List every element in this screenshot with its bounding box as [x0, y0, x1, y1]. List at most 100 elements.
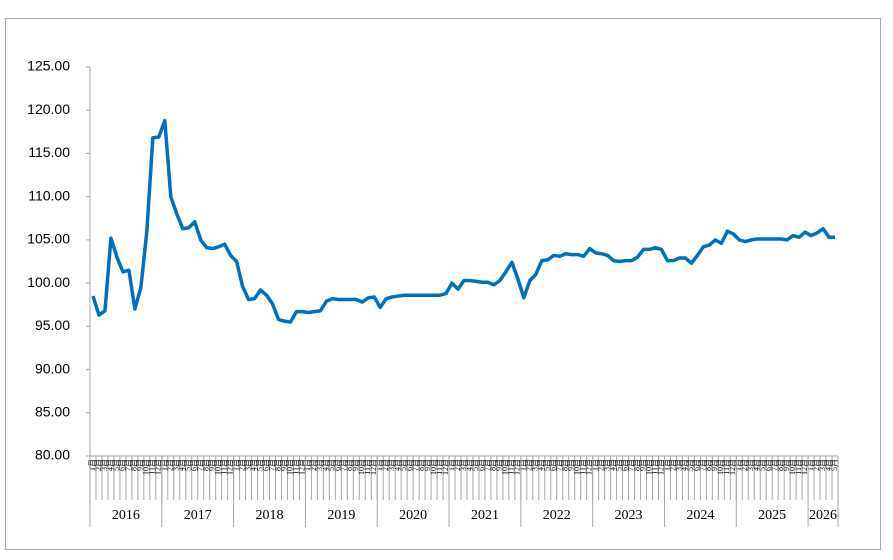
x-tick-label: 2月 — [668, 459, 677, 471]
x-tick-label: 3月 — [387, 459, 396, 471]
x-tick-label: 10月 — [716, 459, 725, 475]
x-tick-label: 7月 — [411, 459, 420, 471]
x-tick-label: 5月 — [543, 459, 552, 471]
x-tick-label: 7月 — [626, 459, 635, 471]
year-label: 2019 — [327, 508, 355, 523]
x-tick-label: 6月 — [190, 459, 199, 471]
x-tick-label: 9月 — [208, 459, 217, 471]
x-tick-label: 10月 — [285, 459, 294, 475]
x-tick-label: 10月 — [357, 459, 366, 475]
x-tick-label: 1月 — [447, 459, 456, 471]
x-tick-label: 11月 — [148, 459, 157, 475]
x-tick-label: 7月 — [339, 459, 348, 471]
x-tick-label: 5月 — [184, 459, 193, 471]
x-tick-label: 12月 — [800, 459, 809, 475]
x-tick-label: 3月 — [459, 459, 468, 471]
x-tick-label: 4月 — [608, 459, 617, 471]
x-tick-label: 9月 — [638, 459, 647, 471]
x-tick-label: 4月 — [178, 459, 187, 471]
x-tick-label: 8月 — [417, 459, 426, 471]
y-tick-label: 95.00 — [35, 317, 70, 333]
year-label: 2018 — [256, 508, 284, 523]
y-tick-label: 125.00 — [27, 58, 70, 74]
x-tick-label: 11月 — [794, 459, 803, 475]
x-tick-label: 12月 — [513, 459, 522, 475]
x-tick-label: 7月 — [196, 459, 205, 471]
x-tick-label: 6月 — [764, 459, 773, 471]
x-tick-label: 8月 — [130, 459, 139, 471]
x-tick-label: 3月 — [602, 459, 611, 471]
x-tick-label: 3月 — [674, 459, 683, 471]
x-tick-label: 8月 — [345, 459, 354, 471]
x-tick-label: 10月 — [429, 459, 438, 475]
x-tick-label: 8月 — [561, 459, 570, 471]
x-tick-label: 10月 — [142, 459, 151, 475]
x-tick-label: 7月 — [124, 459, 133, 471]
x-tick-label: 7月 — [770, 459, 779, 471]
x-tick-label: 7月 — [698, 459, 707, 471]
x-tick-label: 5月 — [686, 459, 695, 471]
x-tick-label: 2月 — [812, 459, 821, 471]
x-tick-label: 6月 — [549, 459, 558, 471]
x-tick-label: 12月 — [584, 459, 593, 475]
x-tick-label: 2月 — [166, 459, 175, 471]
x-tick-label: 4月 — [465, 459, 474, 471]
x-tick-label: 3月 — [243, 459, 252, 471]
x-tick-label: 12月 — [297, 459, 306, 475]
y-tick-label: 115.00 — [28, 144, 70, 160]
x-tick-label: 11月 — [722, 459, 731, 475]
x-tick-label: 6月 — [118, 459, 127, 471]
x-tick-label: 8月 — [632, 459, 641, 471]
year-label: 2017 — [184, 508, 212, 523]
year-label: 2023 — [615, 508, 643, 523]
x-tick-label: 5月 — [255, 459, 264, 471]
y-tick-label: 90.00 — [35, 360, 70, 376]
x-tick-label: 9月 — [136, 459, 145, 471]
x-tick-label: 9月 — [495, 459, 504, 471]
x-tick-label: 3月 — [100, 459, 109, 471]
x-tick-label: 1月 — [231, 459, 240, 471]
x-tick-label: 6月 — [405, 459, 414, 471]
year-label: 2025 — [758, 508, 786, 523]
x-tick-label: 10月 — [573, 459, 582, 475]
x-tick-label: 6月 — [261, 459, 270, 471]
x-tick-label: 7月 — [483, 459, 492, 471]
x-tick-label: 12月 — [225, 459, 234, 475]
x-tick-label: 4月 — [824, 459, 833, 471]
x-tick-label: 3月 — [172, 459, 181, 471]
x-tick-label: 8月 — [489, 459, 498, 471]
x-tick-label: 11月 — [435, 459, 444, 475]
x-tick-label: 2月 — [381, 459, 390, 471]
year-label: 2021 — [471, 508, 499, 523]
x-tick-label: 11月 — [650, 459, 659, 475]
x-tick-label: 12月 — [656, 459, 665, 475]
x-tick-label: 5月 — [112, 459, 121, 471]
year-label: 2020 — [399, 508, 427, 523]
x-tick-label: 12月 — [728, 459, 737, 475]
x-tick-label: 1月 — [519, 459, 528, 471]
x-tick-label: 1月 — [662, 459, 671, 471]
x-tick-label: 9月 — [567, 459, 576, 471]
x-tick-label: 10月 — [501, 459, 510, 475]
x-tick-label: 3月 — [315, 459, 324, 471]
x-tick-label: 2月 — [525, 459, 534, 471]
x-tick-label: 10月 — [213, 459, 222, 475]
x-tick-label: 4月 — [752, 459, 761, 471]
year-label: 2024 — [686, 508, 714, 523]
year-label: 2026 — [809, 508, 837, 523]
x-tick-label: 8月 — [704, 459, 713, 471]
x-tick-label: 1月 — [160, 459, 169, 471]
x-tick-label: 11月 — [219, 459, 228, 475]
x-tick-label: 1月 — [88, 459, 97, 471]
x-tick-label: 3月 — [818, 459, 827, 471]
x-tick-label: 4月 — [537, 459, 546, 471]
x-tick-label: 3月 — [746, 459, 755, 471]
y-tick-label: 120.00 — [27, 101, 70, 117]
x-tick-label: 9月 — [351, 459, 360, 471]
x-tick-label: 8月 — [776, 459, 785, 471]
x-tick-label: 2月 — [309, 459, 318, 471]
x-tick-label: 12月 — [441, 459, 450, 475]
y-tick-label: 85.00 — [35, 403, 70, 419]
x-tick-label: 9月 — [710, 459, 719, 471]
